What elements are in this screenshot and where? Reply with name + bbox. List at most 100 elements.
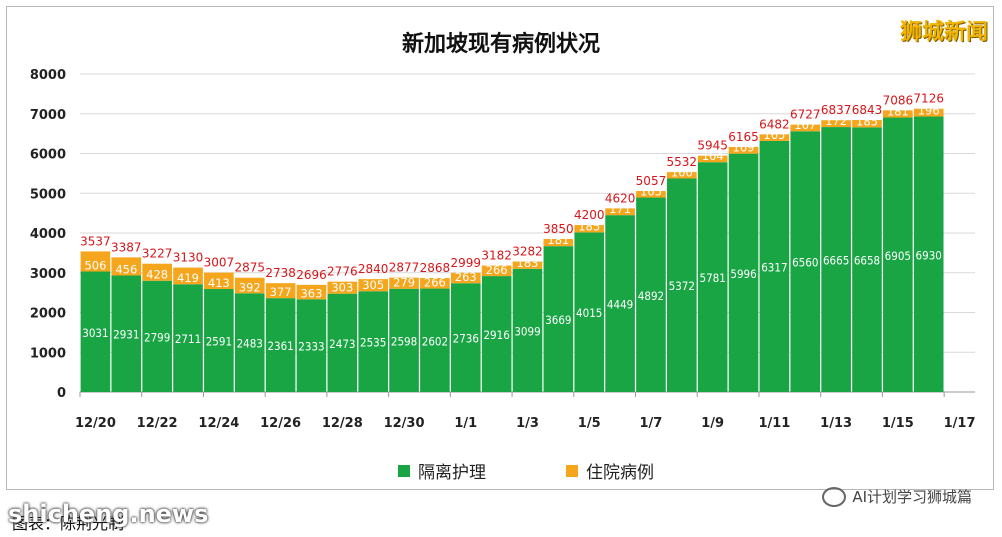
data-label-isolation: 6658 <box>854 254 880 268</box>
bar-hospital <box>852 119 882 128</box>
bar-isolation <box>790 131 821 393</box>
bar-isolation <box>913 116 944 392</box>
bar-isolation <box>636 197 666 392</box>
data-label-hospital: 392 <box>239 280 261 294</box>
data-label-hospital: 167 <box>794 118 816 132</box>
data-label-hospital: 279 <box>393 276 415 290</box>
y-tick-label: 3000 <box>30 267 66 282</box>
bar-isolation <box>666 178 697 392</box>
data-label-isolation: 3099 <box>514 324 540 338</box>
data-label-hospital: 165 <box>763 128 785 142</box>
bar-isolation <box>450 283 481 392</box>
legend-label-isolation: 隔离护理 <box>418 463 486 483</box>
bar-isolation <box>481 276 512 392</box>
data-label-isolation: 5996 <box>730 267 756 281</box>
legend-swatch-hospital <box>566 464 578 477</box>
data-label-hospital: 169 <box>733 141 755 155</box>
bar-isolation <box>759 140 790 392</box>
legend-item-hospital: 住院病例 <box>566 458 654 483</box>
data-label-total: 3182 <box>481 249 512 263</box>
bar-isolation <box>512 268 543 392</box>
x-tick-label: 12/22 <box>137 416 178 431</box>
data-label-isolation: 3031 <box>82 326 108 340</box>
data-label-total: 3387 <box>111 240 142 254</box>
legend-label-hospital: 住院病例 <box>586 463 654 483</box>
data-label-isolation: 2598 <box>391 334 417 348</box>
data-label-isolation: 6560 <box>792 256 818 270</box>
bar-hospital <box>204 272 234 290</box>
bar-isolation <box>80 271 111 392</box>
data-label-isolation: 2473 <box>329 337 355 351</box>
data-label-isolation: 2591 <box>206 335 232 349</box>
bar-hospital <box>327 281 358 294</box>
data-label-isolation: 5781 <box>700 271 726 285</box>
data-label-hospital: 263 <box>455 270 477 284</box>
data-label-total: 5057 <box>636 174 667 188</box>
data-label-hospital: 266 <box>424 276 446 290</box>
data-label-total: 4200 <box>574 208 605 222</box>
bar-hospital <box>913 108 944 117</box>
data-label-total: 6843 <box>852 103 883 117</box>
bar-hospital <box>173 267 203 285</box>
data-label-isolation: 6317 <box>761 260 787 274</box>
data-label-isolation: 2931 <box>113 328 139 342</box>
data-label-hospital: 456 <box>115 262 137 276</box>
wechat-account: AI计划学习狮城篇 <box>822 486 972 507</box>
site-watermark: shicheng.news <box>8 500 209 528</box>
bar-isolation <box>265 298 296 392</box>
data-label-hospital: 165 <box>640 185 662 199</box>
data-label-hospital: 196 <box>918 104 940 118</box>
data-label-total: 3227 <box>142 247 173 261</box>
y-tick-label: 6000 <box>30 148 66 163</box>
x-tick-label: 1/15 <box>882 416 914 431</box>
chart-legend: 隔离护理 住院病例 <box>0 458 1002 483</box>
x-tick-label: 1/5 <box>578 416 601 431</box>
data-label-total: 3130 <box>173 251 204 265</box>
legend-item-isolation: 隔离护理 <box>398 458 486 483</box>
data-label-total: 2738 <box>265 266 296 280</box>
data-label-hospital: 164 <box>702 149 724 163</box>
data-label-total: 7126 <box>913 92 944 106</box>
bar-hospital <box>296 284 327 300</box>
chart-title: 新加坡现有病例状况 <box>401 32 600 57</box>
bar-hospital <box>389 277 419 289</box>
data-label-isolation: 6665 <box>823 254 849 268</box>
data-label-isolation: 2535 <box>360 336 386 350</box>
data-label-total: 2868 <box>420 261 451 275</box>
bar-isolation <box>574 232 605 392</box>
bar-hospital <box>234 277 265 294</box>
bar-isolation <box>358 291 389 392</box>
data-label-hospital: 303 <box>331 281 353 295</box>
data-label-total: 6165 <box>728 130 759 144</box>
bar-hospital <box>420 277 450 289</box>
data-label-isolation: 6930 <box>916 248 942 262</box>
data-label-total: 3850 <box>543 222 574 236</box>
data-label-isolation: 2361 <box>267 339 293 353</box>
data-label-hospital: 305 <box>362 278 384 292</box>
x-tick-label: 1/1 <box>454 416 477 431</box>
bar-isolation <box>420 288 450 392</box>
bar-hospital <box>728 146 759 154</box>
data-label-isolation: 3669 <box>545 313 571 327</box>
bar-hospital <box>883 110 913 118</box>
data-label-isolation: 2483 <box>237 337 263 351</box>
data-label-hospital: 377 <box>270 285 292 299</box>
x-tick-label: 12/26 <box>260 416 301 431</box>
bar-hospital <box>666 172 697 179</box>
data-label-total: 6727 <box>790 108 821 122</box>
bar-hospital <box>790 124 821 132</box>
data-label-total: 3007 <box>204 256 235 270</box>
data-label-hospital: 419 <box>177 271 199 285</box>
x-tick-label: 12/30 <box>384 416 425 431</box>
data-label-isolation: 4015 <box>576 306 602 320</box>
data-label-hospital: 183 <box>517 256 539 270</box>
bar-isolation <box>883 117 913 393</box>
bar-isolation <box>296 299 327 392</box>
data-label-hospital: 185 <box>578 219 600 233</box>
data-label-hospital: 506 <box>84 259 106 273</box>
data-label-hospital: 413 <box>208 276 230 290</box>
data-label-isolation: 2736 <box>453 332 479 346</box>
bar-isolation <box>605 215 635 392</box>
x-tick-label: 1/7 <box>640 416 663 431</box>
